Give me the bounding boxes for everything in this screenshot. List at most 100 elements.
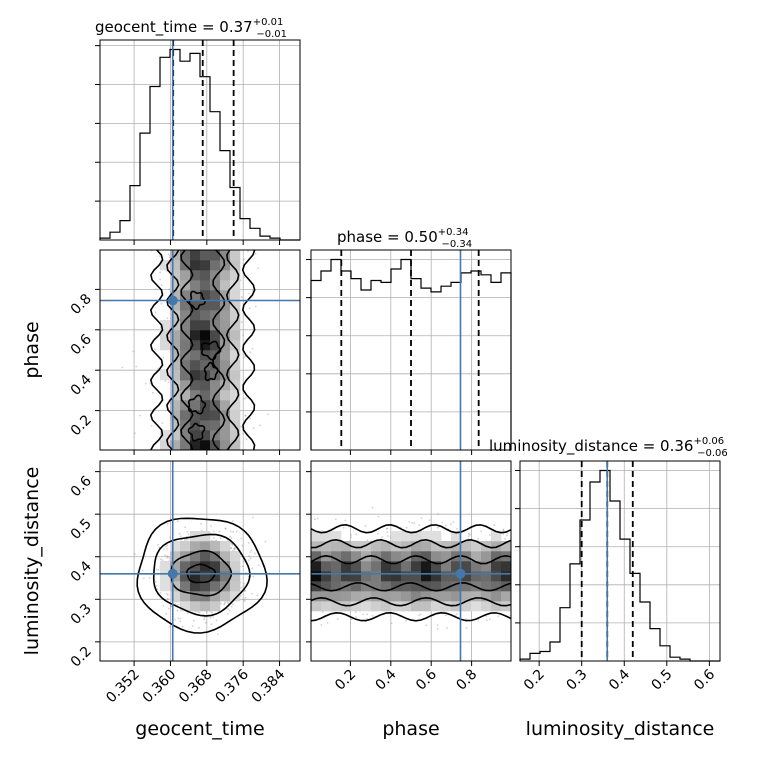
sample-point: [251, 289, 254, 292]
sample-point: [468, 532, 470, 535]
density-bin: [160, 571, 171, 582]
sample-point: [502, 533, 505, 536]
density-bin: [210, 571, 221, 582]
density-bin: [481, 571, 492, 582]
density-bin: [351, 561, 362, 572]
density-bin: [411, 531, 422, 542]
density-bin: [170, 551, 181, 562]
sample-point: [247, 559, 250, 561]
sample-point: [251, 567, 254, 570]
density-bin: [170, 541, 181, 552]
sample-point: [219, 537, 222, 540]
density-bin: [220, 410, 231, 421]
density-bin: [230, 310, 241, 321]
sample-point: [177, 520, 179, 523]
sample-point: [342, 526, 345, 529]
density-bin: [170, 300, 181, 311]
sample-point: [211, 611, 213, 614]
sample-point: [411, 521, 413, 524]
density-bin: [200, 531, 211, 542]
tick-label-y: 0.8: [68, 291, 95, 318]
sample-point: [141, 569, 144, 572]
sample-point: [151, 391, 154, 394]
density-bin: [391, 591, 402, 602]
contour-band: [311, 596, 511, 607]
density-bin: [491, 601, 502, 612]
density-bin: [220, 561, 231, 572]
sample-point: [144, 382, 147, 385]
density-bin: [230, 340, 241, 351]
density-bin: [190, 601, 201, 612]
sample-point: [452, 521, 455, 523]
sample-point: [174, 603, 177, 605]
sample-point: [278, 570, 281, 573]
sample-point: [166, 556, 169, 559]
sample-point: [350, 618, 353, 621]
density-bin: [421, 541, 432, 552]
tick-label-x: 0.376: [212, 666, 252, 706]
sample-point: [446, 627, 448, 629]
sample-point: [164, 380, 167, 382]
sample-point: [187, 533, 190, 535]
density-bin: [220, 360, 231, 371]
contour-band: [166, 250, 180, 450]
sample-point: [249, 551, 252, 553]
density-bin: [180, 440, 191, 450]
sample-point: [150, 424, 153, 427]
sample-point: [159, 558, 162, 561]
sample-point: [243, 258, 246, 261]
sample-point: [344, 519, 347, 522]
density-bin: [170, 430, 181, 441]
sample-point: [163, 548, 165, 551]
sample-point: [185, 538, 188, 541]
sample-point: [229, 530, 232, 533]
density-bin: [210, 420, 221, 431]
sample-point: [444, 524, 447, 527]
density-bin: [180, 591, 191, 602]
sample-point: [161, 422, 164, 424]
sample-point: [251, 592, 253, 595]
density-bin: [220, 270, 231, 281]
density-bin: [230, 360, 241, 371]
density-bin: [401, 561, 412, 572]
density-bin: [190, 551, 201, 562]
sample-point: [244, 590, 246, 593]
density-bin: [190, 320, 201, 331]
density-bin: [411, 581, 422, 592]
truth-layer: [100, 40, 609, 661]
sample-point: [135, 365, 138, 368]
density-bin: [180, 340, 191, 351]
sample-point: [143, 577, 145, 580]
title-phase: phase = 0.50+0.34 −0.34: [337, 227, 472, 250]
density-bin: [361, 591, 372, 602]
density-bin: [170, 260, 181, 271]
sample-point: [248, 292, 251, 295]
tick-label-x: 0.8: [453, 667, 480, 694]
sample-point: [224, 527, 227, 530]
density-bin: [190, 390, 201, 401]
density-bin: [170, 561, 181, 572]
density-bin: [220, 380, 231, 391]
density-bin: [190, 260, 201, 271]
density-bin: [220, 250, 231, 261]
tick-label-x: 0.6: [413, 666, 440, 693]
sample-point: [191, 625, 194, 627]
sample-point: [243, 276, 246, 279]
tick-label-y: 0.5: [68, 516, 95, 543]
sample-point: [204, 621, 207, 624]
contour-band: [311, 581, 511, 592]
density-bin: [190, 250, 201, 261]
sample-point: [160, 302, 163, 305]
sample-point: [170, 605, 173, 608]
density-bin: [170, 420, 181, 431]
density-bin: [441, 581, 452, 592]
sample-point: [251, 516, 254, 519]
density-bin: [411, 561, 422, 572]
density-bin: [411, 591, 422, 602]
density-bin: [391, 571, 402, 582]
density-bin: [431, 581, 442, 592]
density-bin: [180, 270, 191, 281]
sample-point: [166, 317, 169, 320]
sample-point: [390, 622, 393, 625]
